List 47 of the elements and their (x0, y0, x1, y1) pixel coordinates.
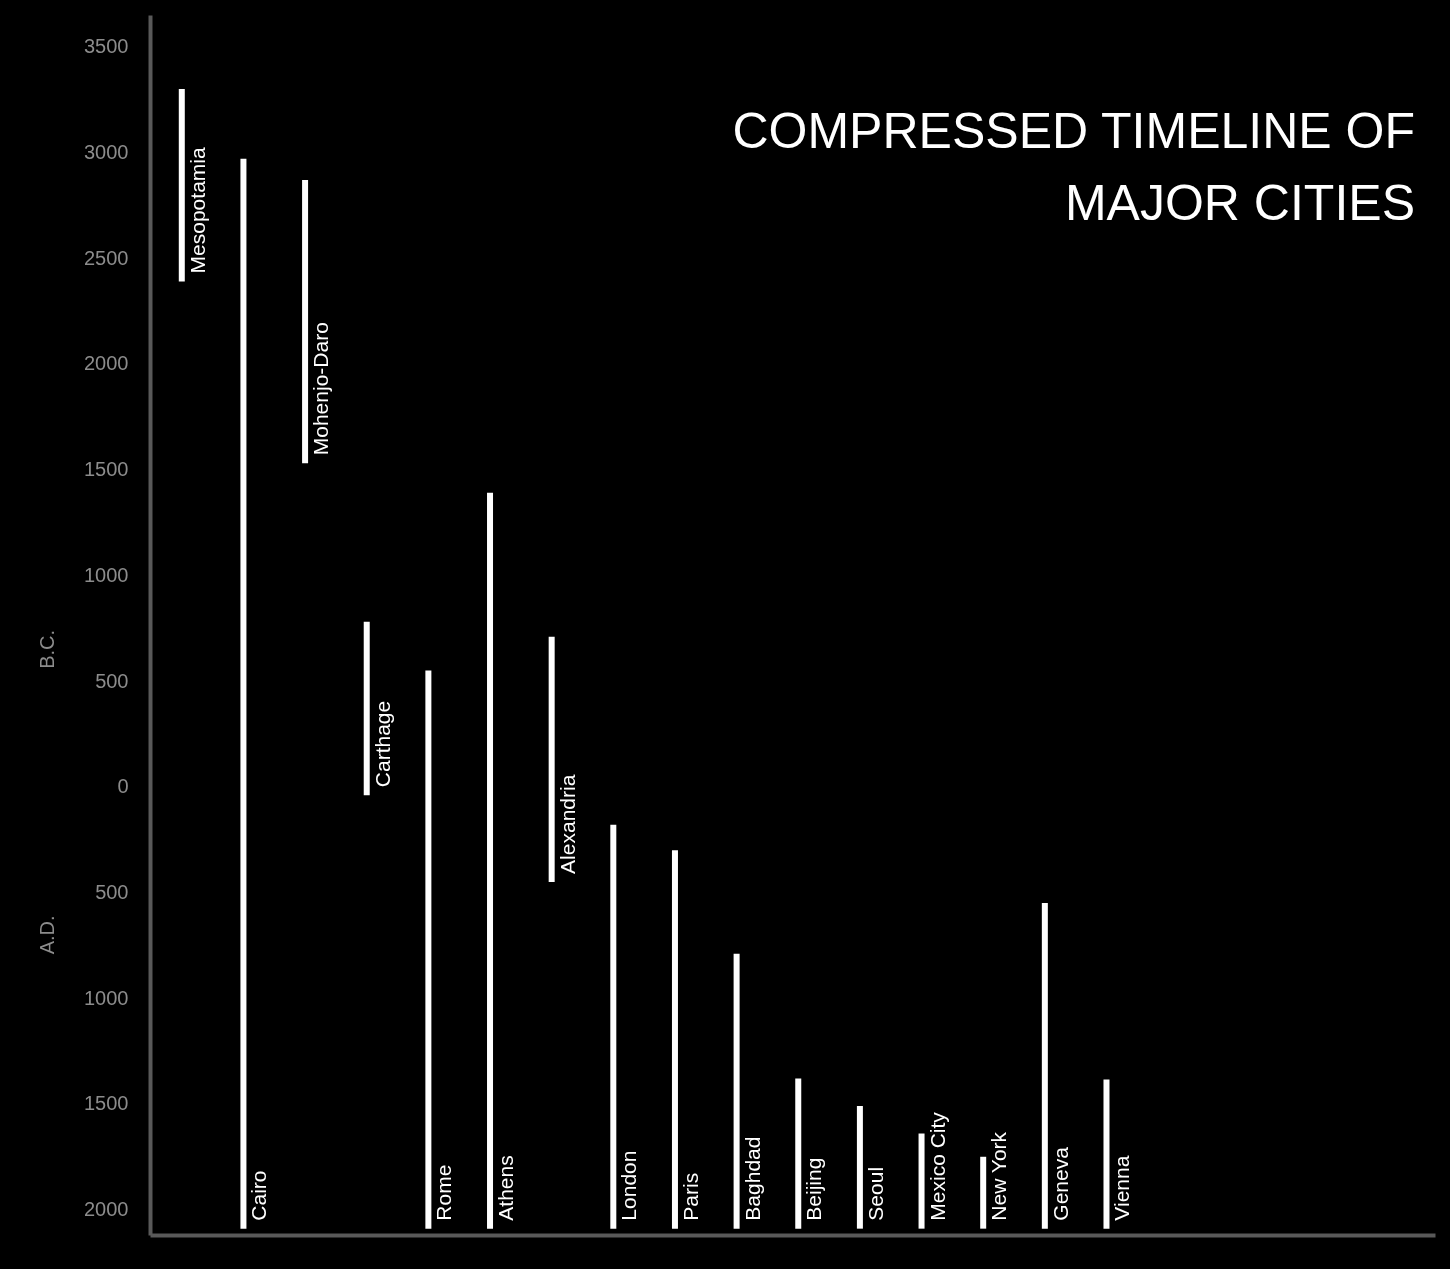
bar (363, 621, 370, 796)
x-tick-label: Rome (432, 1164, 456, 1221)
bar (733, 953, 740, 1229)
text: A.D. (36, 915, 58, 955)
y-tick-label: 500 (95, 669, 129, 692)
bar (610, 824, 617, 1229)
x-tick-label: Cairo (247, 1170, 271, 1221)
bar (671, 850, 678, 1229)
y-tick-label: 2000 (84, 1198, 129, 1221)
y-tick-label: 3500 (84, 35, 129, 58)
x-tick-label: Seoul (863, 1166, 887, 1221)
y-tick-label: 500 (95, 880, 129, 903)
text: B.C. (36, 629, 58, 669)
x-tick-label: Mexico City (925, 1111, 949, 1221)
x-tick-label: London (617, 1150, 641, 1221)
bar (302, 179, 309, 464)
x-tick-label: Paris (678, 1172, 702, 1221)
y-tick-label: 0 (117, 775, 129, 798)
x-tick-label: Vienna (1110, 1155, 1134, 1221)
y-tick-label: 1500 (84, 458, 129, 481)
y-tick-label: 1500 (84, 1092, 129, 1115)
x-tick-label: Mesopotamia (185, 147, 209, 274)
x-tick-label: Beijing (802, 1157, 826, 1221)
y-tick-label: 1000 (84, 986, 129, 1009)
x-tick-label: Athens (494, 1155, 518, 1221)
y-tick-label: 2500 (84, 246, 129, 269)
bar (1103, 1079, 1110, 1229)
bar (918, 1133, 925, 1229)
x-tick-label: Geneva (1048, 1146, 1072, 1221)
bar (980, 1156, 987, 1229)
bar (425, 670, 432, 1229)
bar (487, 492, 494, 1229)
y-tick-label: 1000 (84, 563, 129, 586)
x-tick-label: Baghdad (740, 1136, 764, 1221)
bar (240, 158, 247, 1229)
bar (1041, 903, 1048, 1229)
x-tick-label: Carthage (370, 700, 394, 788)
bar (795, 1078, 802, 1229)
text: COMPRESSED TIMELINE OF MAJOR CITIES (732, 103, 1415, 231)
y-tick-label: 2000 (84, 352, 129, 375)
bar (856, 1106, 863, 1229)
y-tick-label: 3000 (84, 140, 129, 163)
x-tick-label: Mohenjo-Daro (309, 322, 333, 456)
bar (548, 636, 555, 882)
x-tick-label: Alexandria (555, 774, 579, 874)
x-tick-label: New York (987, 1131, 1011, 1221)
bar (178, 89, 185, 282)
